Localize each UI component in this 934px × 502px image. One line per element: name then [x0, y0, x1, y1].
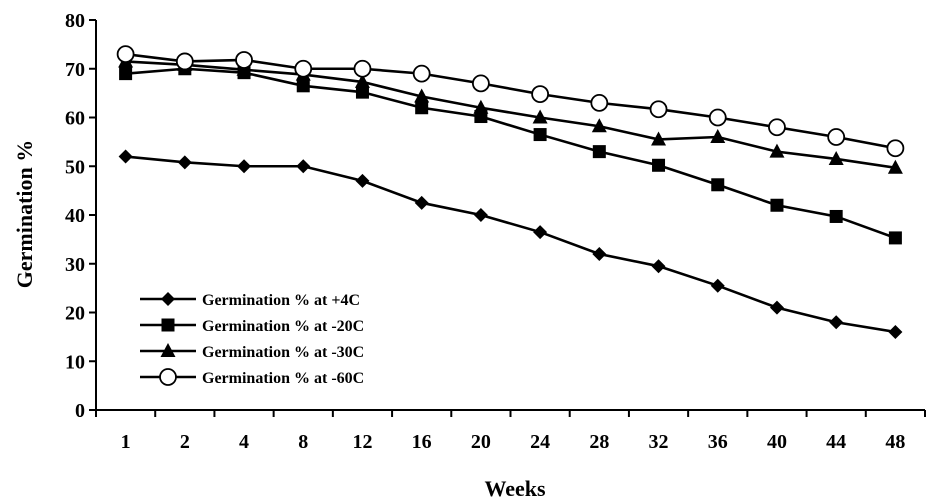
data-point	[888, 231, 902, 245]
legend-marker	[160, 343, 176, 357]
data-point	[118, 149, 133, 164]
y-tick-label: 40	[65, 205, 85, 227]
x-tick-label: 28	[589, 431, 609, 453]
y-tick-label: 80	[65, 10, 85, 32]
legend-item: Germination % at +4C	[140, 292, 360, 309]
legend-marker	[161, 292, 175, 306]
data-point	[353, 59, 372, 78]
data-point	[828, 150, 844, 165]
data-point	[886, 139, 905, 158]
y-tick-label: 20	[65, 303, 85, 325]
data-point	[711, 178, 725, 192]
legend-marker	[159, 368, 177, 386]
data-point	[592, 247, 607, 261]
legend-item: Germination % at -30C	[140, 343, 364, 361]
data-point	[887, 159, 903, 174]
x-tick-label: 8	[298, 431, 308, 453]
x-tick-label: 24	[530, 431, 550, 453]
data-point	[177, 155, 192, 170]
data-point	[829, 209, 843, 223]
y-tick-label: 50	[65, 156, 85, 178]
data-point	[354, 73, 370, 88]
x-axis: 1 2 4 8 12 16 20 24 28 32 36 40 44 48	[95, 409, 926, 453]
data-point	[768, 118, 786, 137]
legend-label: Germination % at +4C	[202, 292, 360, 309]
data-point	[710, 278, 725, 293]
x-tick-label: 44	[826, 431, 846, 453]
x-tick-label: 20	[471, 431, 491, 453]
data-point	[235, 51, 253, 69]
data-point	[590, 93, 609, 112]
x-axis-title: Weeks	[484, 476, 546, 501]
data-point	[414, 88, 430, 103]
data-point	[652, 158, 666, 172]
x-tick-label: 40	[767, 431, 787, 453]
data-point	[651, 259, 666, 274]
data-point	[769, 300, 784, 315]
data-point	[175, 52, 194, 71]
series-line	[125, 67, 896, 240]
y-tick-label: 70	[65, 59, 85, 81]
data-point	[414, 195, 429, 210]
legend: Germination % at +4C Germination % at -20…	[140, 292, 364, 387]
data-point	[829, 315, 844, 330]
data-point	[296, 159, 311, 174]
x-tick-label: 2	[180, 431, 190, 453]
data-point	[473, 208, 488, 222]
series-layer	[116, 45, 905, 339]
data-point	[708, 108, 727, 127]
series-line	[125, 52, 896, 150]
y-axis-title: Germination %	[12, 140, 37, 289]
data-point	[710, 129, 726, 143]
data-point	[532, 109, 548, 124]
data-point	[533, 225, 548, 240]
data-point	[237, 159, 252, 174]
data-point	[412, 64, 431, 83]
legend-label: Germination % at -30C	[202, 344, 364, 361]
x-tick-label: 32	[649, 431, 669, 453]
data-point	[651, 131, 667, 146]
data-point	[592, 145, 606, 159]
y-tick-label: 0	[75, 400, 85, 422]
series-diamond	[118, 149, 903, 339]
legend-item: Germination % at -60C	[140, 368, 364, 387]
data-point	[769, 143, 785, 158]
data-point	[531, 85, 550, 103]
data-point	[415, 101, 429, 115]
data-point	[119, 67, 133, 81]
y-axis: 0 10 20 30 40 50 60 70 80	[65, 10, 97, 422]
data-point	[827, 128, 846, 146]
data-point	[355, 173, 370, 188]
data-point	[116, 45, 135, 64]
data-point	[649, 100, 668, 119]
legend-marker	[161, 318, 175, 332]
data-point	[294, 59, 313, 78]
x-tick-label: 48	[885, 431, 905, 453]
legend-label: Germination % at -60C	[202, 370, 364, 387]
y-tick-label: 30	[65, 254, 85, 276]
y-tick-label: 60	[65, 108, 85, 130]
data-point	[591, 118, 607, 133]
data-point	[533, 128, 547, 142]
x-tick-label: 16	[412, 431, 432, 453]
x-tick-label: 4	[239, 431, 249, 453]
data-point	[770, 198, 784, 212]
x-tick-label: 1	[121, 431, 131, 453]
legend-item: Germination % at -20C	[140, 318, 364, 335]
series-line	[125, 60, 896, 169]
legend-label: Germination % at -20C	[202, 318, 364, 335]
data-point	[471, 74, 490, 93]
x-tick-label: 12	[352, 431, 372, 453]
data-point	[888, 325, 903, 339]
y-tick-label: 10	[65, 351, 85, 373]
data-point	[296, 79, 310, 93]
data-point	[473, 99, 489, 114]
data-point	[355, 85, 369, 99]
series-circle	[116, 45, 905, 158]
series-line	[125, 155, 896, 334]
x-tick-label: 36	[708, 431, 728, 453]
